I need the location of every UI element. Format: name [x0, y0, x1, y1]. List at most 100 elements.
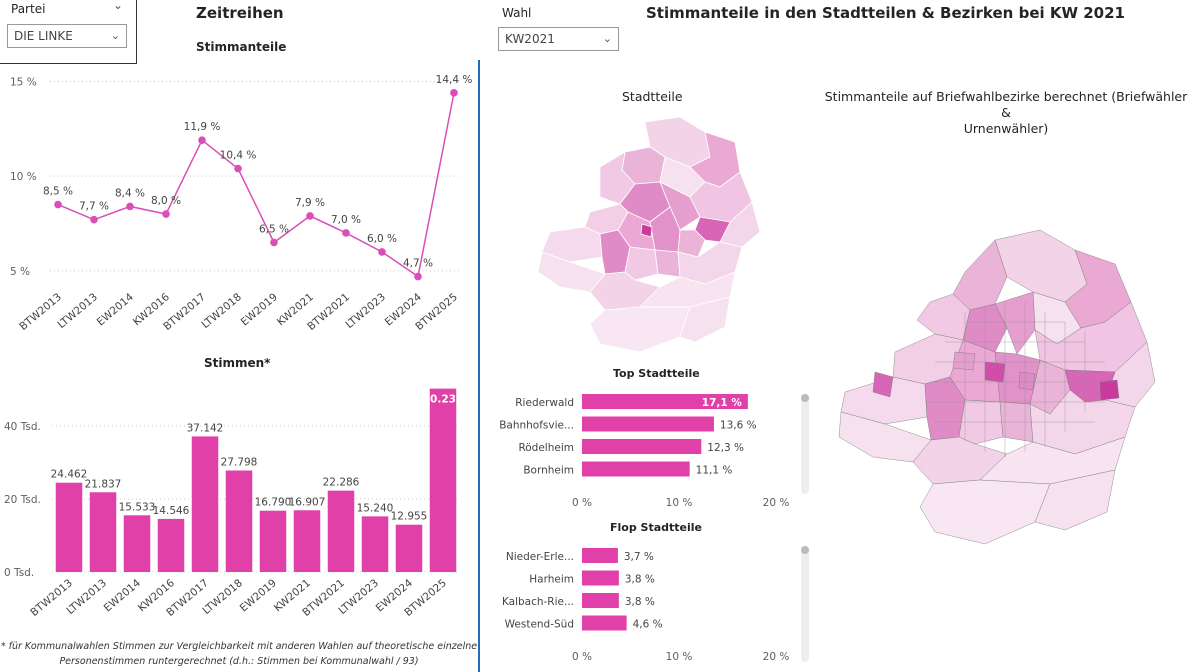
chevron-down-icon: ⌄ — [602, 32, 612, 45]
y-tick-label: 5 % — [10, 266, 30, 278]
y-tick-label: 10 % — [10, 171, 37, 183]
data-label: 15.240 — [357, 502, 394, 514]
data-label: 11,9 % — [184, 121, 221, 133]
data-label: 16.790 — [255, 497, 292, 509]
briefwahlbezirke-map[interactable] — [835, 222, 1165, 572]
data-label: 3,7 % — [624, 551, 654, 563]
data-label: 6,5 % — [259, 223, 289, 235]
data-label: 24.462 — [51, 469, 88, 481]
bar — [582, 461, 690, 477]
x-tick-label: BTW2013 — [17, 291, 64, 333]
footnote-line2: Personenstimmen runtergerechnet (d.h.: S… — [59, 656, 419, 667]
data-label: 15.533 — [119, 501, 156, 513]
x-tick-label: 20 % — [763, 651, 790, 663]
share-line-chart: 5 % 10 % 15 % 8,5 % BTW2013 7,7 % LTW2013 8,4 %… — [10, 74, 473, 333]
footnote-line1: * für Kommunalwahlen Stimmen zur Verglei… — [0, 641, 478, 652]
data-label: 21.837 — [85, 478, 122, 490]
flop-districts-title: Flop Stadtteile — [610, 521, 703, 534]
district-title: Stimmanteile in den Stadtteilen & Bezirk… — [646, 4, 1125, 22]
map2-title-line2: Urnenwähler) — [963, 121, 1049, 136]
x-tick-label: 10 % — [666, 497, 693, 509]
data-point — [234, 164, 242, 173]
data-point — [378, 248, 386, 256]
data-point — [126, 202, 134, 211]
category-label: Nieder-Erle... — [506, 551, 574, 563]
data-label: 7,9 % — [295, 197, 325, 209]
flop-chart-scrollbar[interactable] — [801, 546, 809, 662]
party-slicer-title: Partei — [11, 2, 46, 16]
data-label: 14,4 % — [436, 74, 473, 86]
scroll-thumb[interactable] — [801, 394, 809, 402]
data-point — [450, 89, 458, 97]
y-tick-label: 20 Tsd. — [4, 494, 41, 506]
data-label: 11,1 % — [696, 465, 733, 477]
data-label: 22.286 — [323, 477, 360, 489]
bar — [327, 490, 355, 572]
bar — [582, 416, 714, 432]
bar — [582, 394, 748, 409]
x-tick-label: 0 % — [572, 497, 592, 509]
x-tick-label: LTW2023 — [344, 291, 388, 331]
party-dropdown[interactable]: DIE LINKE ⌄ — [7, 24, 127, 48]
data-point — [162, 210, 170, 218]
bar — [582, 570, 619, 586]
footnote: * für Kommunalwahlen Stimmen zur Verglei… — [0, 639, 478, 669]
bar — [395, 524, 423, 572]
bar — [157, 518, 185, 572]
x-tick-label: 20 % — [763, 497, 790, 509]
data-label: 3,8 % — [625, 574, 655, 586]
x-tick-label: 0 % — [572, 651, 592, 663]
timeseries-title: Zeitreihen — [196, 4, 284, 22]
category-label: Rödelheim — [518, 442, 574, 454]
map2-title-line1: Stimmanteile auf Briefwahlbezirke berech… — [824, 89, 1188, 120]
x-tick-label: LTW2018 — [200, 291, 244, 331]
data-label: 4,6 % — [633, 619, 663, 631]
data-label: 16.907 — [289, 496, 326, 508]
bar — [429, 388, 457, 572]
x-tick-label: EW2014 — [102, 577, 143, 615]
bar — [582, 615, 627, 631]
data-point — [90, 215, 98, 224]
series-line — [57, 92, 455, 278]
bar — [361, 516, 389, 572]
scroll-thumb[interactable] — [801, 546, 809, 554]
category-label: Riederwald — [515, 397, 574, 409]
bar — [582, 439, 702, 454]
votes-bar-chart: 0 Tsd.20 Tsd.40 Tsd.24.462BTW201321.837L… — [4, 388, 464, 619]
data-point — [414, 272, 422, 281]
data-point — [342, 229, 350, 237]
bar — [191, 436, 219, 572]
x-tick-label: 10 % — [666, 651, 693, 663]
data-label: 50.237 — [423, 394, 464, 406]
election-dropdown[interactable]: KW2021 ⌄ — [498, 27, 619, 51]
flop-districts-chart: Nieder-Erle... 3,7 % Harheim 3,8 % Kalbach-R… — [502, 548, 790, 663]
section-divider — [478, 60, 480, 672]
data-label: 7,0 % — [331, 214, 361, 226]
party-dropdown-value: DIE LINKE — [14, 29, 73, 43]
data-label: 13,6 % — [720, 420, 757, 432]
party-slicer: Partei ⌄ DIE LINKE ⌄ — [0, 0, 137, 64]
data-point — [306, 212, 314, 220]
x-tick-label: LTW2013 — [56, 291, 100, 331]
y-tick-label: 40 Tsd. — [4, 421, 41, 433]
data-label: 12,3 % — [707, 442, 744, 454]
party-slicer-collapse-icon[interactable]: ⌄ — [113, 0, 124, 12]
category-label: Westend-Süd — [505, 619, 574, 631]
chevron-down-icon: ⌄ — [110, 29, 120, 42]
bar — [293, 510, 321, 572]
data-point — [54, 200, 62, 209]
data-label: 14.546 — [153, 505, 190, 517]
data-label: 17,1 % — [702, 397, 743, 409]
data-label: 4,7 % — [403, 258, 433, 270]
category-label: Bahnhofsvie... — [499, 420, 574, 432]
bar — [123, 515, 151, 572]
top-chart-scrollbar[interactable] — [801, 394, 809, 494]
y-tick-label: 0 Tsd. — [4, 567, 34, 579]
category-label: Bornheim — [523, 465, 574, 477]
data-label: 10,4 % — [220, 150, 257, 162]
map2-title: Stimmanteile auf Briefwahlbezirke berech… — [820, 89, 1192, 137]
stadtteile-map[interactable] — [530, 112, 766, 356]
data-label: 27.798 — [221, 457, 258, 469]
data-label: 6,0 % — [367, 233, 397, 245]
data-label: 8,0 % — [151, 195, 181, 207]
